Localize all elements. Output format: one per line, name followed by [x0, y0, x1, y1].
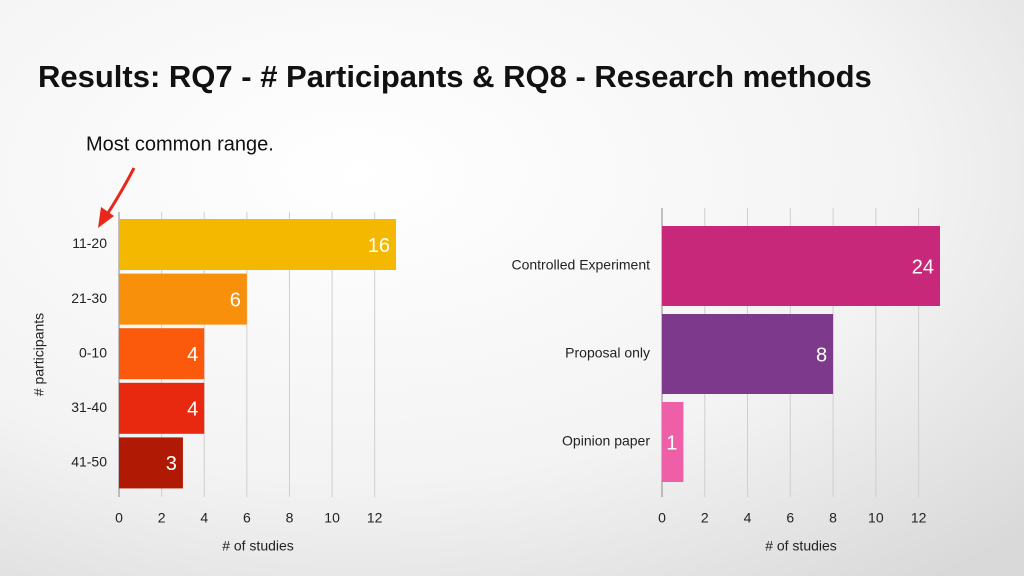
annotation: Most common range.	[86, 133, 274, 155]
y-axis-label: # participants	[31, 313, 47, 396]
category-label: 31-40	[71, 399, 107, 415]
bar	[662, 314, 834, 394]
x-tick-label: 6	[786, 510, 794, 526]
x-tick-label: 6	[243, 510, 251, 526]
x-tick-label: 0	[658, 510, 666, 526]
annotation-arrow	[98, 167, 136, 228]
value-label: 8	[816, 344, 827, 366]
bar	[119, 382, 205, 434]
value-label: 16	[368, 235, 390, 257]
bar	[119, 437, 183, 489]
value-label: 1	[666, 432, 677, 454]
value-label: 4	[187, 399, 198, 421]
x-tick-label: 4	[200, 510, 208, 526]
x-tick-label: 2	[158, 510, 166, 526]
bar	[119, 273, 247, 325]
category-label: Opinion paper	[562, 433, 650, 449]
category-label: 0-10	[79, 344, 107, 360]
x-tick-label: 2	[701, 510, 709, 526]
slide-title: Results: RQ7 - # Participants & RQ8 - Re…	[38, 59, 872, 94]
x-tick-label: 4	[744, 510, 752, 526]
x-axis-label: # of studies	[765, 538, 837, 554]
x-tick-label: 8	[829, 510, 837, 526]
category-label: 11-20	[72, 235, 107, 251]
value-label: 6	[230, 289, 241, 311]
bar	[119, 219, 396, 270]
value-label: 3	[166, 453, 177, 475]
x-tick-label: 8	[286, 510, 294, 526]
bars	[119, 219, 396, 489]
x-tick-label: 12	[367, 510, 383, 526]
x-tick-label: 10	[868, 510, 884, 526]
x-tick-label: 12	[911, 510, 927, 526]
x-tick-label: 10	[324, 510, 340, 526]
value-label: 24	[912, 256, 934, 278]
category-label: 21-30	[71, 290, 107, 306]
bars	[662, 226, 940, 482]
value-label: 4	[187, 344, 198, 366]
category-label: Proposal only	[565, 345, 650, 361]
bar	[662, 402, 684, 482]
category-label: Controlled Experiment	[511, 257, 650, 273]
x-axis-label: # of studies	[222, 538, 294, 554]
bar	[662, 226, 940, 306]
category-label: 41-50	[71, 454, 107, 470]
x-tick-label: 0	[115, 510, 123, 526]
bar	[119, 328, 205, 380]
